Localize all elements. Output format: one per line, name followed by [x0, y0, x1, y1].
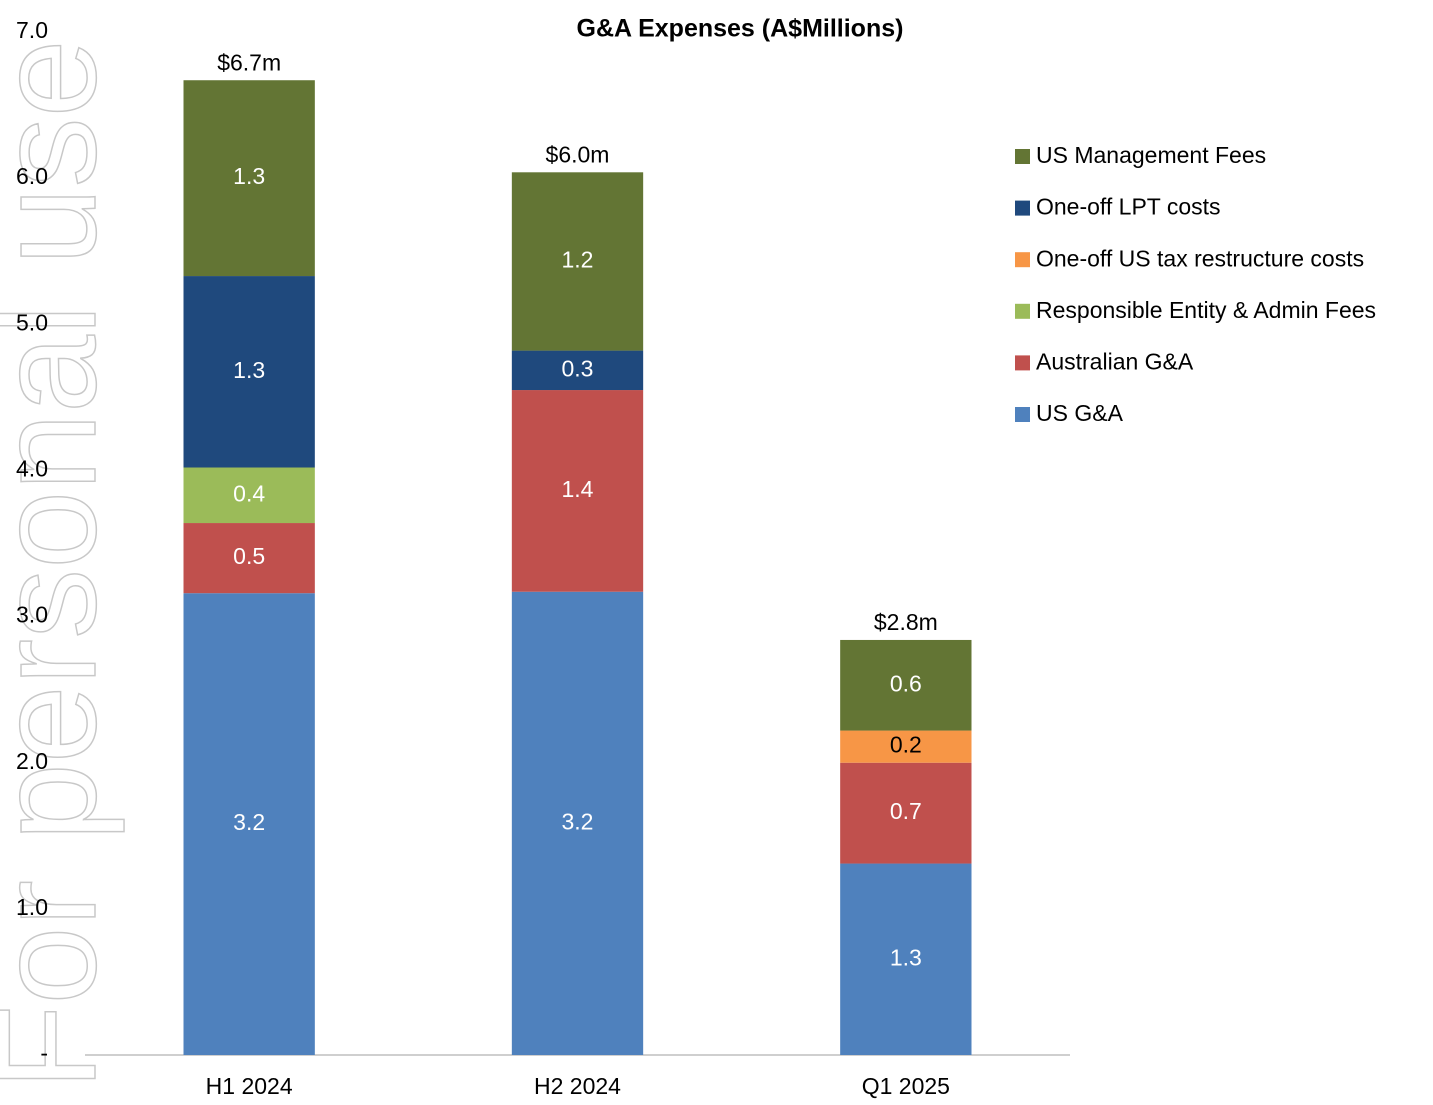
- data-label: 0.4: [233, 480, 265, 506]
- y-tick-label: 7.0: [16, 17, 48, 43]
- data-label: 3.2: [233, 809, 265, 835]
- legend-swatch: [1015, 252, 1030, 268]
- bar-segment: [511, 390, 644, 592]
- bar-segment: [511, 172, 644, 351]
- data-label: 0.6: [890, 670, 922, 696]
- data-label: 1.3: [890, 944, 922, 970]
- legend-label: One-off US tax restructure costs: [1036, 245, 1364, 271]
- legend-label: US G&A: [1036, 400, 1124, 426]
- bar-segment: [183, 523, 315, 594]
- data-label: 1.3: [233, 163, 265, 189]
- total-label: $2.8m: [874, 609, 938, 635]
- legend-label: Australian G&A: [1036, 348, 1194, 374]
- x-tick-label: H2 2024: [534, 1073, 621, 1099]
- bar-segment: [840, 762, 972, 864]
- legend-label: One-off LPT costs: [1036, 194, 1221, 220]
- total-label: $6.0m: [546, 141, 610, 167]
- bar-segment: [840, 863, 972, 1055]
- bar-segment: [511, 591, 644, 1055]
- data-label: 1.2: [562, 247, 594, 273]
- x-tick-label: Q1 2025: [862, 1073, 950, 1099]
- legend-swatch: [1015, 303, 1030, 319]
- y-tick-label: 6.0: [16, 163, 48, 189]
- y-tick-label: 4.0: [16, 456, 48, 482]
- data-label: 0.3: [562, 355, 594, 381]
- bar-segment: [511, 350, 644, 391]
- data-label: 3.2: [562, 808, 594, 834]
- total-label: $6.7m: [217, 49, 281, 75]
- data-label: 0.2: [890, 732, 922, 758]
- data-label: 1.4: [562, 476, 594, 502]
- legend-swatch: [1015, 407, 1030, 422]
- legend-swatch: [1015, 149, 1030, 164]
- y-tick-label: 3.0: [16, 602, 48, 628]
- y-tick-label: -: [40, 1040, 48, 1066]
- bar-segment: [840, 639, 972, 731]
- legend-swatch: [1015, 200, 1030, 216]
- bar-segment: [183, 467, 315, 524]
- watermark: For personal use only: [0, 0, 125, 1090]
- y-tick-label: 2.0: [16, 748, 48, 774]
- data-label: 1.3: [233, 357, 265, 383]
- y-tick-label: 5.0: [16, 309, 48, 335]
- bar-segment: [840, 730, 972, 763]
- data-label: 0.7: [890, 798, 922, 824]
- x-tick-label: H1 2024: [206, 1073, 293, 1099]
- bar-segment: [183, 80, 315, 277]
- legend-label: US Management Fees: [1036, 142, 1266, 168]
- legend-swatch: [1015, 355, 1030, 371]
- legend-label: Responsible Entity & Admin Fees: [1036, 297, 1376, 323]
- y-tick-label: 1.0: [16, 894, 48, 920]
- chart-title: G&A Expenses (A$Millions): [577, 15, 904, 43]
- bar-segment: [183, 276, 315, 468]
- data-label: 0.5: [233, 543, 265, 569]
- bar-segment: [183, 593, 315, 1055]
